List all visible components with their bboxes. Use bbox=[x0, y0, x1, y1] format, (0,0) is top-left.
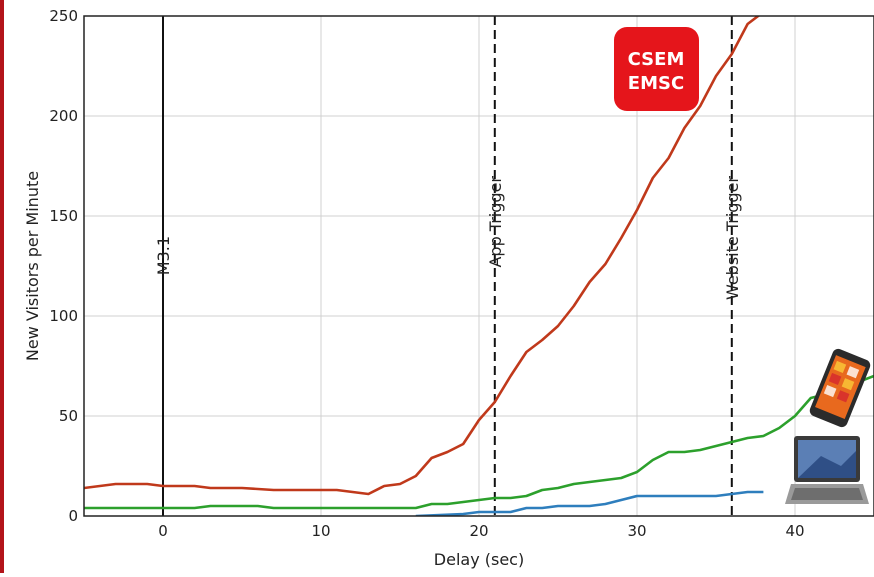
y-tick-label: 150 bbox=[49, 207, 78, 225]
csem-emsc-logo: CSEM EMSC bbox=[614, 27, 699, 111]
x-tick-label: 40 bbox=[785, 522, 804, 540]
x-tick-label: 10 bbox=[311, 522, 330, 540]
y-tick-label: 50 bbox=[59, 407, 78, 425]
line-chart: M3.1 App Trigger Website Trigger 0 10 20 30 40… bbox=[4, 0, 874, 573]
marker-label-3: Website Trigger bbox=[723, 176, 742, 300]
grid bbox=[84, 16, 874, 516]
y-tick-label: 0 bbox=[68, 507, 78, 525]
y-tick-label: 100 bbox=[49, 307, 78, 325]
logo-line-1: CSEM bbox=[628, 49, 685, 70]
y-axis-title: New Visitors per Minute bbox=[23, 171, 42, 361]
x-tick-label: 30 bbox=[627, 522, 646, 540]
series-line-3 bbox=[416, 492, 764, 516]
x-axis-title: Delay (sec) bbox=[434, 550, 524, 569]
logo-line-2: EMSC bbox=[628, 73, 684, 94]
laptop-icon bbox=[785, 436, 869, 504]
y-tick-label: 200 bbox=[49, 107, 78, 125]
x-tick-label: 20 bbox=[469, 522, 488, 540]
x-tick-label: 0 bbox=[158, 522, 168, 540]
marker-label-2: App Trigger bbox=[486, 176, 505, 268]
y-tick-label: 250 bbox=[49, 7, 78, 25]
marker-label-1: M3.1 bbox=[154, 236, 173, 275]
smartphone-icon bbox=[808, 347, 872, 429]
